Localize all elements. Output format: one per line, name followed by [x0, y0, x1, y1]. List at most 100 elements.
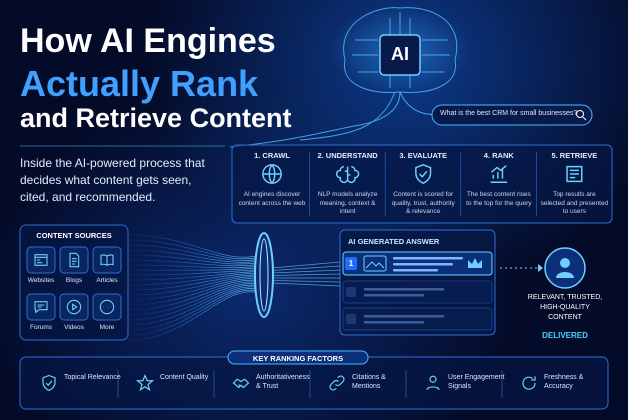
image-icon	[365, 261, 385, 269]
step-text: Top results are selected and presented t…	[540, 191, 609, 215]
icon-path	[566, 165, 583, 183]
beam	[271, 280, 341, 283]
factors-pill	[227, 350, 369, 365]
user-icon	[560, 258, 570, 268]
ray	[127, 244, 259, 261]
icon	[426, 375, 440, 390]
ray	[127, 283, 259, 316]
search-bar	[431, 104, 593, 126]
result-status: DELIVERED	[542, 331, 588, 340]
icon-path	[426, 375, 440, 390]
search-icon	[576, 110, 584, 118]
source-label: Websites	[27, 277, 55, 284]
factor-label: Freshness & Accuracy	[544, 374, 584, 390]
ray	[127, 291, 259, 341]
steps-panel	[231, 144, 613, 224]
answer-title: AI GENERATED ANSWER	[348, 237, 440, 246]
icon-path	[490, 165, 508, 183]
icon-path	[34, 301, 48, 314]
intro: Inside the AI-powered process that decid…	[20, 156, 205, 204]
ai-chip	[379, 34, 421, 76]
beam	[271, 261, 341, 269]
icon-path	[522, 376, 536, 390]
source-tile	[59, 246, 89, 274]
icon-path	[42, 374, 56, 392]
ray	[127, 249, 259, 263]
ray	[127, 272, 259, 286]
beam	[271, 273, 341, 276]
ai-label: AI	[391, 44, 409, 64]
step-text: NLP models analyze meaning, context & in…	[317, 191, 378, 215]
beam	[271, 265, 341, 271]
lens	[259, 238, 269, 312]
factor-label: Citations & Mentions	[352, 374, 386, 390]
ray	[127, 279, 259, 306]
step-title: 1. CRAWL	[254, 151, 290, 160]
icon-path	[69, 252, 80, 268]
user-icon	[556, 272, 574, 278]
ray	[127, 278, 259, 301]
ray	[127, 239, 259, 260]
ray	[127, 276, 259, 296]
result-text: RELEVANT, TRUSTED, HIGH-QUALITY CONTENT	[527, 294, 603, 321]
icon-path	[66, 299, 82, 315]
source-label: Videos	[64, 324, 84, 331]
step-text: The best content rises to the top for th…	[466, 191, 532, 207]
factor-label: Content Quality	[160, 374, 209, 381]
lens	[254, 232, 274, 318]
step-title: 4. RANK	[483, 151, 514, 160]
ray	[127, 264, 259, 268]
ray	[127, 254, 259, 265]
beam	[271, 282, 341, 287]
icon	[34, 254, 48, 266]
step-title: 3. EVALUATE	[399, 151, 448, 160]
brain-circuits	[229, 7, 458, 148]
sources-title: CONTENT SOURCES	[36, 231, 112, 240]
icon	[335, 165, 360, 184]
title-line: and Retrieve Content	[20, 103, 292, 133]
crown-icon	[468, 258, 482, 268]
icon-path	[99, 299, 115, 315]
ray	[127, 274, 259, 291]
ray	[127, 281, 259, 311]
factors-title: KEY RANKING FACTORS	[252, 354, 344, 363]
ray	[127, 284, 259, 321]
step-text: AI engines discover content across the w…	[238, 191, 306, 207]
factors-panel	[19, 356, 609, 410]
search-icon	[582, 116, 587, 121]
icon	[490, 165, 508, 183]
factor-label: User Engagement Signals	[448, 374, 505, 390]
icon	[66, 299, 82, 315]
rank-badge	[345, 257, 357, 270]
icon-path	[100, 254, 114, 266]
icon-path	[335, 165, 360, 184]
ray	[127, 269, 259, 276]
step-text: Content is scored for quality, trust, au…	[391, 191, 455, 215]
icon	[100, 254, 114, 266]
icon	[262, 164, 282, 184]
icon-path	[34, 254, 48, 266]
source-label: Articles	[96, 277, 118, 284]
ray	[127, 286, 259, 326]
ray	[127, 234, 259, 258]
answer-rows	[342, 280, 493, 331]
icon	[566, 165, 583, 183]
rank-number: 1	[348, 259, 354, 268]
light-rays	[127, 234, 259, 341]
factor-label: Authoritativeness & Trust	[256, 374, 310, 390]
source-label: More	[99, 324, 115, 331]
arrow	[538, 264, 543, 272]
ray	[127, 288, 259, 331]
icon-path	[329, 375, 345, 391]
source-tile	[59, 293, 89, 321]
icon-path	[415, 164, 432, 184]
source-label: Blogs	[65, 277, 83, 284]
ray	[127, 259, 259, 267]
icon	[34, 301, 48, 314]
icon	[42, 374, 56, 392]
beam	[271, 269, 341, 274]
step-title: 2. UNDERSTAND	[317, 151, 378, 160]
title-line: Actually Rank	[20, 63, 259, 104]
source-label: Forums	[29, 324, 53, 331]
